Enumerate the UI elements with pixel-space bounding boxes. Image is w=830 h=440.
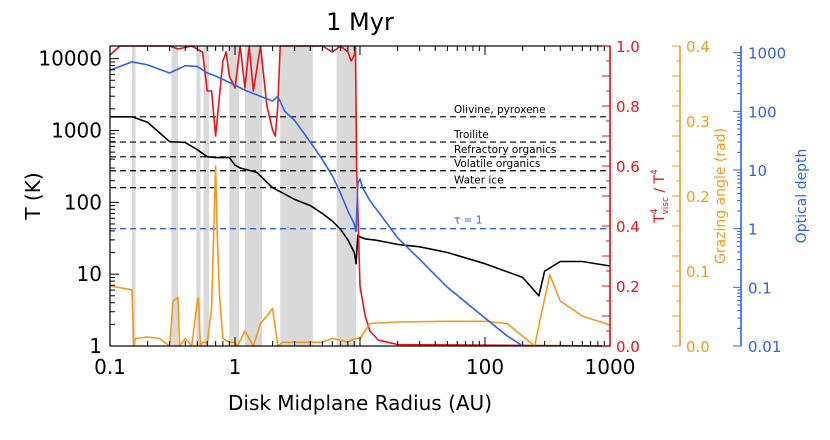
chart-title: 1 Myr (326, 8, 394, 36)
ratio-tick-label: 0.6 (616, 158, 640, 176)
shaded-region (171, 46, 179, 346)
y-tick-label: 100 (64, 190, 102, 214)
y-tick-label: 1000 (51, 118, 102, 142)
shaded-region (280, 46, 313, 346)
condensation-label: Refractory organics (454, 144, 556, 156)
shaded-region (196, 46, 201, 346)
optical_depth-tick-label: 0.1 (748, 279, 772, 297)
shaded-region (336, 46, 357, 346)
optical_depth-tick-label: 10 (748, 162, 767, 180)
series-line (109, 165, 611, 347)
optical_depth-tick-label: 1 (748, 221, 758, 239)
y-tick-label: 10 (77, 262, 102, 286)
x-tick-label: 1 (229, 355, 242, 379)
x-tick-label: 0.1 (94, 355, 126, 379)
ratio-tick-label: 0.2 (616, 278, 640, 296)
condensation-label: Olivine, pyroxene (454, 104, 546, 116)
series-line (109, 60, 524, 347)
tau-line-label: τ = 1 (454, 215, 482, 227)
grazing-tick-label: 0.3 (686, 113, 710, 131)
series-line (109, 45, 611, 347)
x-axis-label: Disk Midplane Radius (AU) (228, 391, 492, 415)
grazing-tick-label: 0.2 (686, 188, 710, 206)
shaded-regions (132, 46, 357, 346)
grazing-tick-label: 0.1 (686, 263, 710, 281)
series-curves (109, 45, 611, 347)
grazing-tick-label: 0.0 (686, 338, 710, 356)
x-tick-label: 100 (466, 355, 504, 379)
optical_depth-tick-label: 1000 (748, 45, 786, 63)
shaded-region (203, 46, 210, 346)
condensation-label: Troilite (453, 129, 489, 141)
shaded-region (229, 46, 240, 346)
shaded-region (244, 46, 263, 346)
ratio-axis-label: T4visc / T4 (650, 169, 671, 224)
ratio-tick-label: 0.4 (616, 218, 640, 236)
y-tick-label: 10000 (38, 47, 102, 71)
ratio-tick-label: 0.8 (616, 98, 640, 116)
grazing-axis-label: Grazing angle (rad) (713, 128, 729, 264)
optical-depth-axis-label: Optical depth (794, 149, 810, 244)
ratio-tick-label: 1.0 (616, 38, 640, 56)
grazing-tick-label: 0.4 (686, 38, 710, 56)
optical_depth-tick-label: 100 (748, 103, 777, 121)
condensation-label: Water ice (454, 175, 504, 187)
shaded-region (132, 46, 136, 346)
x-tick-label: 10 (347, 355, 372, 379)
labels: Olivine, pyroxene Troilite Refractory orga… (21, 8, 810, 415)
y-tick-label: 1 (89, 334, 102, 358)
x-tick-label: 1000 (585, 355, 636, 379)
plot-frame (109, 45, 742, 347)
condensation-label: Volatile organics (454, 158, 540, 170)
optical_depth-tick-label: 0.01 (748, 338, 781, 356)
y-axis-label: T (K) (21, 172, 45, 220)
plot-border (109, 45, 611, 347)
series-line (110, 116, 611, 297)
ratio-tick-label: 0.0 (616, 338, 640, 356)
